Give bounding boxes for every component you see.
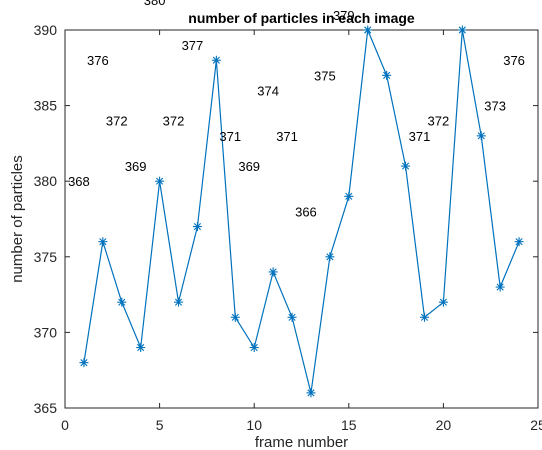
data-point-marker bbox=[287, 312, 297, 322]
data-label: 374 bbox=[257, 83, 279, 98]
data-label: 366 bbox=[295, 204, 317, 219]
data-point-marker bbox=[495, 282, 505, 292]
data-label: 375 bbox=[314, 68, 336, 83]
y-tick-label: 390 bbox=[34, 22, 58, 38]
data-point-marker bbox=[230, 312, 240, 322]
data-point-marker bbox=[382, 70, 392, 80]
data-point-marker bbox=[476, 131, 486, 141]
data-label: 371 bbox=[276, 129, 298, 144]
data-point-marker bbox=[457, 25, 467, 35]
data-point-marker bbox=[325, 252, 335, 262]
data-label: 379 bbox=[333, 8, 355, 23]
data-point-marker bbox=[344, 191, 354, 201]
data-point-marker bbox=[363, 25, 373, 35]
data-label: 376 bbox=[503, 53, 525, 68]
data-label: 373 bbox=[484, 99, 506, 114]
data-label: 369 bbox=[238, 159, 260, 174]
x-axis-label: frame number bbox=[255, 434, 348, 450]
y-tick-label: 365 bbox=[34, 400, 58, 416]
x-tick-label: 25 bbox=[530, 417, 542, 433]
x-tick-label: 15 bbox=[341, 417, 357, 433]
data-point-marker bbox=[211, 55, 221, 65]
data-point-marker bbox=[155, 176, 165, 186]
data-point-marker bbox=[306, 388, 316, 398]
y-tick-label: 375 bbox=[34, 249, 58, 265]
y-tick-label: 380 bbox=[34, 173, 58, 189]
data-label: 369 bbox=[125, 159, 147, 174]
data-label: 372 bbox=[106, 114, 128, 129]
x-tick-label: 0 bbox=[61, 417, 69, 433]
data-label: 372 bbox=[428, 114, 450, 129]
chart-title: number of particles in each image bbox=[188, 10, 415, 26]
data-label: 377 bbox=[182, 38, 204, 53]
series-line bbox=[83, 27, 520, 394]
data-point-marker bbox=[98, 237, 108, 247]
y-tick-label: 385 bbox=[34, 98, 58, 114]
data-label: 376 bbox=[87, 53, 109, 68]
data-point-marker bbox=[514, 237, 524, 247]
x-tick-label: 5 bbox=[156, 417, 164, 433]
data-point-marker bbox=[249, 343, 259, 353]
data-label: 372 bbox=[163, 114, 185, 129]
data-label: 380 bbox=[144, 0, 166, 8]
y-axis-label: number of particles bbox=[9, 155, 26, 283]
data-point-marker bbox=[136, 343, 146, 353]
y-tick-label: 370 bbox=[34, 324, 58, 340]
data-point-marker bbox=[438, 297, 448, 307]
x-tick-label: 20 bbox=[436, 417, 452, 433]
data-label: 368 bbox=[68, 174, 90, 189]
data-point-marker bbox=[117, 297, 127, 307]
data-point-marker bbox=[192, 222, 202, 232]
data-point-marker bbox=[268, 267, 278, 277]
data-point-marker bbox=[79, 358, 89, 368]
data-label: 371 bbox=[409, 129, 431, 144]
data-point-marker bbox=[419, 312, 429, 322]
x-tick-label: 10 bbox=[246, 417, 262, 433]
data-label: 371 bbox=[219, 129, 241, 144]
data-point-marker bbox=[401, 161, 411, 171]
data-point-marker bbox=[174, 297, 184, 307]
